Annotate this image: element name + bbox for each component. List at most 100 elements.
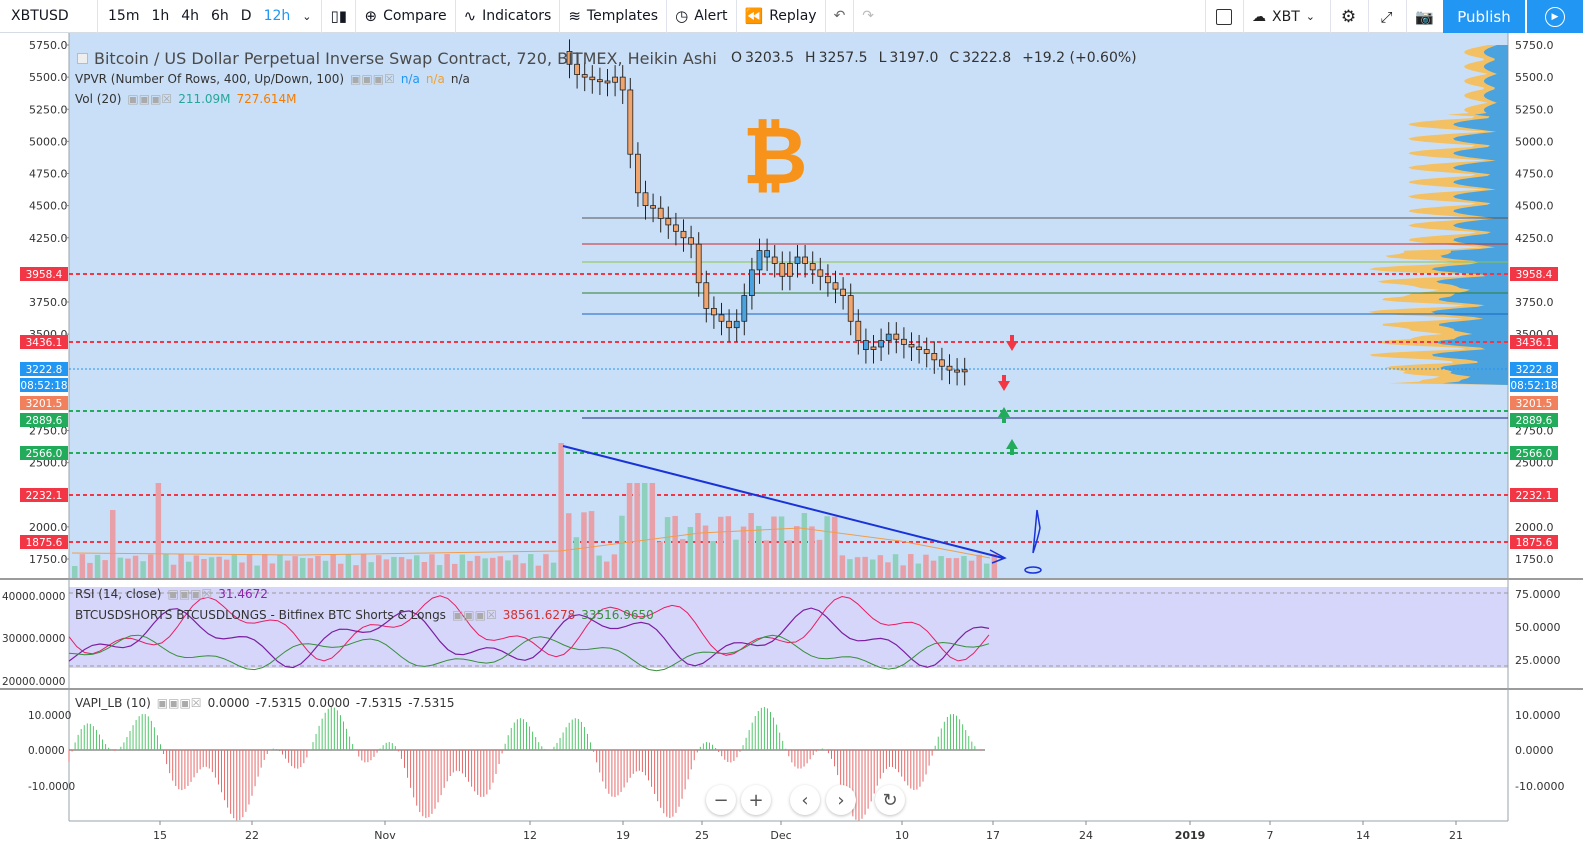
chart-canvas[interactable]: 5750.0 5750.0 5500.0 5500.0 5250.0 5250.0 5000… — [0, 33, 1583, 857]
volume-bar — [619, 515, 625, 578]
volume-bar — [839, 555, 846, 578]
indicator-controls[interactable]: ▣▣▣☒ — [350, 72, 395, 86]
reset-chart-button[interactable]: ↻ — [875, 785, 905, 815]
price-label-left-bg — [20, 396, 68, 410]
publish-button[interactable]: Publish — [1443, 0, 1525, 33]
volume-bar — [117, 557, 124, 578]
currency-button[interactable]: ☁ XBT ⌄ — [1243, 0, 1323, 33]
price-label-right-bg — [1510, 267, 1558, 281]
indicator-controls[interactable]: ▣▣▣☒ — [167, 587, 213, 601]
rsi-tick: 25.0000 — [1515, 654, 1561, 667]
candle-body — [893, 333, 900, 340]
candle-body — [673, 224, 679, 232]
indicator-controls[interactable]: ▣▣▣☒ — [451, 608, 497, 622]
volume-bar — [300, 557, 306, 578]
volume-bar — [725, 516, 732, 578]
chart-area[interactable]: 5750.0 5750.0 5500.0 5500.0 5250.0 5250.0 5000… — [0, 33, 1583, 857]
candle-body — [939, 359, 945, 367]
timeframe-15m[interactable]: 15m — [108, 8, 140, 24]
redo-button[interactable]: ↷ — [854, 0, 882, 33]
candle-body — [581, 74, 588, 78]
timeframe-12h[interactable]: 12h — [263, 8, 291, 24]
settings-button[interactable]: ⚙ — [1330, 0, 1366, 33]
templates-button[interactable]: ≋ Templates — [560, 0, 668, 33]
volume-bar — [877, 555, 884, 578]
volume-bar — [824, 516, 830, 578]
compare-button[interactable]: ⊕ Compare — [356, 0, 456, 33]
candle-body — [825, 275, 831, 284]
symbol-search[interactable]: XBTUSD — [0, 0, 98, 33]
volume-bar — [968, 560, 975, 578]
candle-body — [733, 320, 740, 329]
timeframe-1h[interactable]: 1h — [151, 8, 170, 24]
time-tick: 25 — [695, 829, 709, 842]
vapi-value-5: -7.5315 — [408, 696, 455, 710]
indicators-button[interactable]: ∿ Indicators — [456, 0, 561, 33]
expand-icon: ⤢ — [1380, 7, 1393, 26]
price-label-left: 2889.6 — [26, 415, 63, 427]
scroll-right-button[interactable]: › — [826, 785, 856, 815]
vapi-tick-left: 0.0000 — [28, 745, 65, 757]
volume-bar — [535, 565, 542, 578]
timeframe-6h[interactable]: 6h — [211, 8, 229, 24]
alert-button[interactable]: ◷ Alert — [667, 0, 737, 33]
candle-body — [809, 263, 816, 271]
volume-bar — [436, 565, 443, 578]
shorts-label: BTCUSDSHORTS BTCUSDLONGS - Bitfinex BTC … — [75, 608, 446, 622]
play-button[interactable]: ▶ — [1527, 0, 1583, 33]
ohlc-h-label: H — [805, 50, 816, 66]
price-label-left-bg — [20, 413, 68, 427]
volume-bar — [687, 527, 694, 578]
vpvr-value-3: n/a — [450, 72, 470, 86]
volume-bar — [657, 541, 663, 578]
collapse-icon[interactable] — [77, 53, 88, 64]
rsi-band — [69, 587, 1508, 668]
candle-body — [604, 80, 611, 84]
chevron-down-icon: ⌄ — [1305, 10, 1315, 23]
time-tick: Dec — [770, 829, 791, 842]
compare-label: Compare — [383, 8, 447, 24]
snapshot-button[interactable]: 📷 — [1406, 0, 1442, 33]
chart-type-button[interactable]: ▯▮ — [322, 0, 357, 33]
vapi-value-4: -7.5315 — [355, 696, 403, 710]
volume-bar — [642, 483, 648, 578]
volume-bar — [626, 483, 633, 578]
volume-bar — [816, 539, 823, 578]
ohlc-high: 3257.5 — [818, 50, 868, 66]
indicator-controls[interactable]: ▣▣▣☒ — [127, 92, 173, 106]
volume-bar — [946, 558, 952, 578]
price-tick-left: 1750.0 — [29, 553, 68, 566]
chevron-down-icon[interactable]: ⌄ — [302, 9, 312, 23]
scroll-left-button[interactable]: ‹ — [790, 785, 820, 815]
volume-profile-buy — [1431, 45, 1508, 385]
ohlc-close: 3222.8 — [962, 50, 1012, 66]
volume-bar — [680, 539, 686, 578]
shorts-tick: 30000.0000 — [2, 633, 65, 645]
indicator-controls[interactable]: ▣▣▣☒ — [156, 696, 202, 710]
volume-bar — [801, 513, 808, 578]
price-tick-right: 2750.0 — [1515, 425, 1554, 438]
replay-icon: ⏪ — [744, 7, 764, 25]
volume-bar — [854, 557, 861, 578]
fullscreen-button[interactable]: ⤢ — [1368, 0, 1404, 33]
volume-bar — [482, 558, 488, 578]
replay-button[interactable]: ⏪ Replay — [737, 0, 826, 33]
timeframe-d[interactable]: D — [240, 8, 252, 24]
bitcoin-logo: ₿ — [742, 109, 807, 202]
candle-body — [619, 76, 626, 91]
candle-body — [711, 308, 717, 316]
volume-bar — [284, 560, 291, 578]
timeframe-4h[interactable]: 4h — [181, 8, 200, 24]
volume-bar — [132, 555, 139, 578]
volume-bar — [581, 512, 587, 578]
time-tick: 22 — [245, 829, 259, 842]
ohlc-open: 3203.5 — [745, 50, 795, 66]
zoom-out-button[interactable]: − — [706, 785, 736, 815]
candle-body — [589, 76, 596, 81]
price-label-left-bg — [20, 446, 68, 460]
layout-button[interactable] — [1205, 0, 1242, 33]
undo-button[interactable]: ↶ — [826, 0, 855, 33]
price-label-left: 2232.1 — [26, 490, 63, 502]
zoom-in-button[interactable]: + — [741, 785, 771, 815]
down-arrow-icon — [998, 375, 1010, 391]
